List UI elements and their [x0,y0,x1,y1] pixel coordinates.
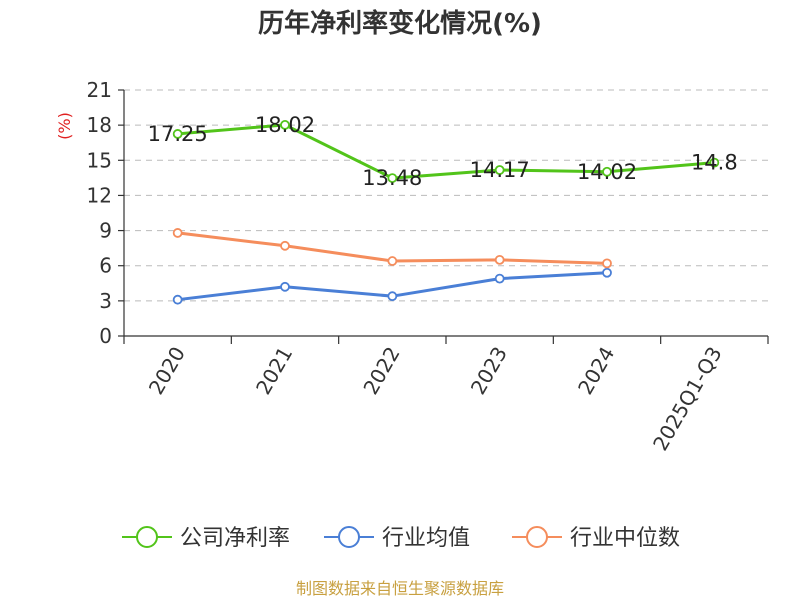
x-tick-label: 2021 [251,343,297,399]
y-tick-label: 6 [99,254,112,278]
data-point[interactable] [602,258,612,269]
data-point[interactable] [387,173,398,183]
data-label: 14.02 [577,160,637,184]
data-label: 14.8 [691,151,738,175]
data-point[interactable] [387,291,398,302]
data-point[interactable] [280,281,290,292]
y-tick-label: 15 [87,148,112,172]
legend: 公司净利率 行业均值 行业中位数 [122,526,680,551]
series-line [176,123,716,180]
data-point[interactable] [172,294,183,305]
x-tick-label: 2022 [358,343,404,399]
y-tick-label: 18 [87,113,112,137]
data-label: 17.25 [148,122,208,146]
data-point[interactable] [172,228,183,238]
x-tick-label: 2025Q1-Q3 [648,343,727,455]
series-lines [172,120,720,305]
data-point[interactable] [280,120,290,130]
data-point[interactable] [494,273,505,284]
data-point[interactable] [280,240,290,251]
gridlines [124,89,768,302]
y-axis-unit-label: (%) [55,112,74,140]
data-label: 18.02 [255,113,315,137]
y-tick-label: 21 [87,78,112,102]
legend-item[interactable]: 行业均值 [324,526,470,551]
x-tick-label: 2024 [573,343,619,399]
data-point[interactable] [494,254,505,265]
data-point[interactable] [494,165,505,175]
y-tick-label: 3 [99,289,112,313]
legend-item[interactable]: 行业中位数 [512,526,680,551]
legend-item[interactable]: 公司净利率 [122,526,290,551]
data-point[interactable] [387,256,398,266]
x-tick-label: 2020 [144,343,190,399]
legend-marker-swatch [136,526,158,548]
data-point[interactable] [602,166,612,177]
legend-label: 行业均值 [382,526,470,551]
data-labels: 17.25 18.02 13.48 14.17 14.02 14.8 [148,113,738,190]
y-tick-label: 9 [99,219,112,243]
y-tick-label: 12 [87,183,112,207]
legend-marker-swatch [338,526,360,548]
data-label: 14.17 [470,158,530,182]
chart-title: 历年净利率变化情况(%) [258,8,542,39]
source-note: 制图数据来自恒生聚源数据库 [296,579,504,598]
legend-marker-swatch [526,526,548,548]
legend-label: 行业中位数 [570,526,680,551]
x-tick-label: 2023 [466,343,512,399]
data-label: 13.48 [362,166,422,190]
data-point[interactable] [709,157,720,168]
legend-label: 公司净利率 [180,526,290,551]
y-tick-label: 0 [99,324,112,348]
data-point[interactable] [602,267,612,278]
data-point[interactable] [172,129,183,139]
